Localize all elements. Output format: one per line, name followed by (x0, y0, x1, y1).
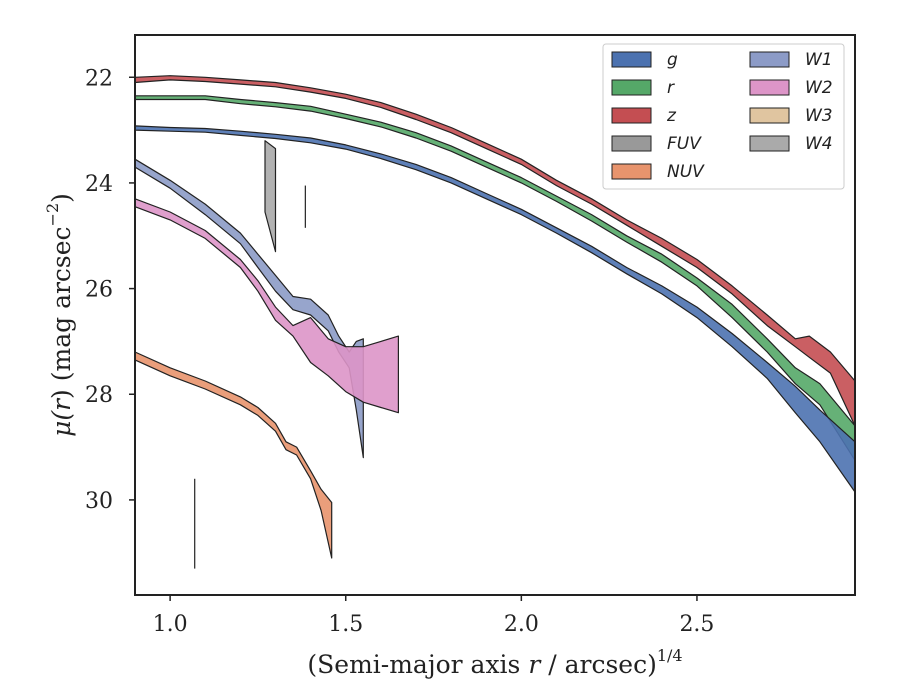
x-axis-label-prefix: (Semi-major axis (307, 650, 528, 679)
data-segments (194, 185, 306, 569)
band-w1 (134, 158, 364, 459)
legend-swatch-fuv (611, 135, 652, 152)
band-w2 (134, 198, 399, 414)
y-tick-label: 26 (85, 278, 113, 303)
legend-label-nuv: NUV (667, 162, 705, 182)
legend-label-g: g (667, 50, 678, 70)
band-nuv (134, 351, 333, 559)
legend-swatch-w2 (749, 79, 790, 96)
y-axis-label-prefix: μ( (47, 410, 76, 437)
y-tick-label: 24 (85, 172, 113, 197)
y-axis-label-var: r (47, 397, 76, 411)
legend: grz FUV NUV W1 W2 W3 W4 (602, 43, 845, 190)
legend-label-z: z (666, 106, 677, 126)
legend-label-w4: W4 (805, 134, 833, 154)
legend-swatch-g (611, 51, 652, 68)
y-axis-ticks: 22 24 26 28 30 (85, 66, 135, 514)
y-tick-label: 28 (85, 383, 113, 408)
legend-swatch-nuv (611, 163, 652, 180)
x-tick-label: 2.0 (504, 612, 539, 637)
x-tick-label: 1.5 (328, 612, 363, 637)
plot-frame (134, 34, 856, 596)
x-axis-label-mid: / arcsec) (540, 650, 657, 679)
x-axis-label-var: r (528, 650, 542, 679)
legend-label-r: r (667, 78, 675, 98)
y-tick-label: 30 (85, 489, 113, 514)
x-axis-label: (Semi-major axis r / arcsec)1/4 (307, 646, 682, 679)
legend-swatch-w1 (749, 51, 790, 68)
x-tick-label: 2.5 (679, 612, 714, 637)
x-axis-ticks: 1.0 1.5 2.0 2.5 (153, 595, 714, 637)
y-axis-label: μ(r) (mag arcsec−2) (43, 193, 76, 437)
band-w4 (264, 140, 277, 253)
y-axis-label-sup: −2 (43, 203, 62, 227)
legend-swatch-r (611, 79, 652, 96)
legend-label-fuv: FUV (667, 134, 702, 154)
legend-label-w2: W2 (805, 78, 833, 98)
x-axis-label-sup: 1/4 (657, 646, 683, 665)
x-tick-label: 1.0 (153, 612, 188, 637)
y-tick-label: 22 (85, 66, 113, 91)
legend-label-w1: W1 (805, 50, 833, 70)
legend-swatch-w4 (749, 135, 790, 152)
legend-swatch-w3 (749, 107, 790, 124)
y-axis-label-close: ) (47, 193, 76, 203)
legend-swatch-z (611, 107, 652, 124)
legend-label-w3: W3 (805, 106, 833, 126)
y-axis-label-suffix: ) (mag arcsec (47, 226, 76, 399)
